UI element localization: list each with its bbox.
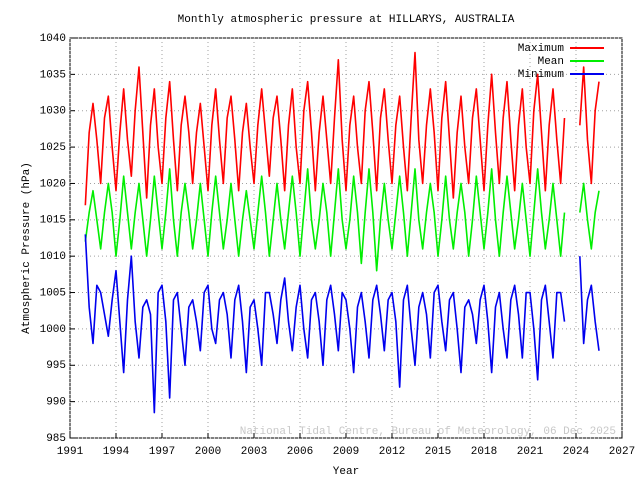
x-tick-label: 2006 (287, 446, 313, 458)
series-line (84, 234, 600, 414)
x-tick-label: 2000 (195, 446, 221, 458)
y-tick-label: 1040 (40, 33, 66, 45)
x-tick-label: 2027 (609, 446, 635, 458)
x-tick-label: 2018 (471, 446, 497, 458)
x-tick-label: 2015 (425, 446, 451, 458)
y-tick-label: 1015 (40, 215, 66, 227)
y-tick-label: 1010 (40, 251, 66, 263)
y-tick-label: 1030 (40, 106, 66, 118)
y-tick-label: 1020 (40, 178, 66, 190)
x-tick-label: 1997 (149, 446, 175, 458)
annotation: National Tidal Centre, Bureau of Meteoro… (240, 426, 616, 438)
x-tick-label: 2009 (333, 446, 359, 458)
y-tick-label: 990 (46, 397, 66, 409)
y-tick-label: 1035 (40, 69, 66, 81)
x-tick-label: 2024 (563, 446, 590, 458)
legend-label: Maximum (518, 43, 565, 55)
series-line (84, 168, 600, 272)
y-axis-label: Atmospheric Pressure (hPa) (21, 162, 33, 334)
x-tick-label: 2003 (241, 446, 267, 458)
x-tick-label: 2021 (517, 446, 544, 458)
series-line (84, 51, 600, 206)
y-tick-label: 1005 (40, 287, 66, 299)
chart-title: Monthly atmospheric pressure at HILLARYS… (178, 14, 515, 26)
y-tick-label: 985 (46, 433, 66, 445)
y-tick-label: 995 (46, 360, 66, 372)
legend-label: Mean (538, 56, 564, 68)
x-tick-label: 2012 (379, 446, 405, 458)
x-axis-label: Year (333, 466, 359, 478)
x-tick-label: 1994 (103, 446, 130, 458)
x-tick-label: 1991 (57, 446, 84, 458)
y-tick-label: 1000 (40, 324, 66, 336)
legend-label: Minimum (518, 69, 565, 81)
y-tick-label: 1025 (40, 142, 66, 154)
